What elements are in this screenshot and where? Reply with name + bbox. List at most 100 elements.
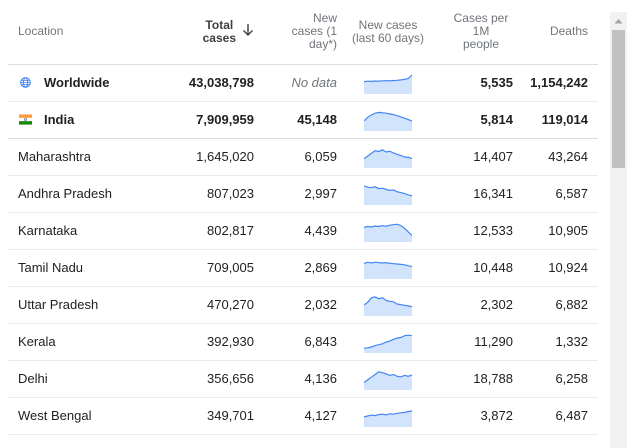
cell-new-cases: 2,869	[258, 249, 343, 287]
location-label: Andhra Pradesh	[18, 186, 112, 201]
cell-new-cases-value: 6,843	[304, 334, 337, 349]
cell-cases-per-million: 11,290	[433, 323, 513, 361]
scroll-up-arrow-icon[interactable]	[610, 12, 627, 29]
cell-deaths: 6,882	[513, 286, 598, 324]
cell-total-cases: 356,656	[173, 360, 258, 398]
cell-deaths-value: 43,264	[548, 149, 588, 164]
cell-new-cases: 45,148	[258, 101, 343, 139]
table-row[interactable]: Karnataka 802,817 4,439 12,533 10,905	[8, 212, 598, 250]
table-row[interactable]: West Bengal 349,701 4,127 3,872 6,487	[8, 397, 598, 435]
cell-new-cases-value: 45,148	[297, 112, 337, 127]
cell-new-cases-value: 4,127	[304, 408, 337, 423]
cell-total-cases: 1,645,020	[173, 138, 258, 176]
table-row[interactable]: India 7,909,959 45,148 5,814 119,014	[8, 101, 598, 139]
cell-new-cases: 2,032	[258, 286, 343, 324]
table-row[interactable]: Tamil Nadu 709,005 2,869 10,448 10,924	[8, 249, 598, 287]
cell-location: Tamil Nadu	[8, 249, 173, 287]
cell-new-cases: 4,136	[258, 360, 343, 398]
table-row[interactable]: Kerala 392,930 6,843 11,290 1,332	[8, 323, 598, 361]
location-label: West Bengal	[18, 408, 92, 423]
table-row[interactable]: Maharashtra 1,645,020 6,059 14,407 43,264	[8, 138, 598, 176]
header-deaths-label: Deaths	[549, 24, 588, 39]
cell-cases-per-million: 16,341	[433, 175, 513, 213]
cell-deaths-value: 119,014	[541, 112, 588, 127]
header-per-line2: 1M	[472, 24, 490, 39]
cell-cases-per-million-value: 2,302	[480, 297, 513, 312]
cell-trend-chart	[343, 323, 433, 361]
cell-deaths: 10,924	[513, 249, 598, 287]
cell-cases-per-million-value: 18,788	[473, 371, 513, 386]
cell-total-cases: 807,023	[173, 175, 258, 213]
cell-trend-chart	[343, 64, 433, 102]
sparkline-chart	[364, 223, 412, 242]
cell-deaths: 6,487	[513, 397, 598, 435]
cell-cases-per-million: 5,814	[433, 101, 513, 139]
cell-total-cases-value: 709,005	[207, 260, 254, 275]
cell-cases-per-million: 5,535	[433, 64, 513, 102]
cell-deaths: 119,014	[513, 101, 598, 139]
cell-cases-per-million-value: 12,533	[473, 223, 513, 238]
header-location[interactable]: Location	[8, 0, 173, 65]
cell-total-cases: 43,038,798	[173, 64, 258, 102]
cell-total-cases: 392,930	[173, 323, 258, 361]
cell-total-cases-value: 349,701	[207, 408, 254, 423]
cell-location: Worldwide	[8, 64, 173, 102]
sparkline-chart	[364, 370, 412, 390]
cell-trend-chart	[343, 397, 433, 435]
covid-stats-table-container: Location Total cases New ca	[8, 0, 598, 448]
sparkline-chart	[364, 295, 412, 316]
table-row[interactable]: Andhra Pradesh 807,023 2,997 16,341 6,587	[8, 175, 598, 213]
india-flag-icon	[18, 114, 44, 125]
cell-cases-per-million-value: 5,535	[480, 75, 513, 90]
cell-new-cases-value: 4,136	[304, 371, 337, 386]
header-total-line2: cases	[202, 30, 236, 45]
cell-deaths-value: 6,258	[555, 371, 588, 386]
cell-total-cases: 802,817	[173, 212, 258, 250]
header-total-cases[interactable]: Total cases	[173, 0, 258, 65]
cell-cases-per-million: 12,533	[433, 212, 513, 250]
header-per-line3: people	[462, 37, 500, 52]
sparkline-chart	[364, 184, 412, 205]
cell-new-cases-value: 2,997	[304, 186, 337, 201]
cell-location: Kerala	[8, 323, 173, 361]
cell-total-cases: 349,701	[173, 397, 258, 435]
table-body: Worldwide 43,038,798 No data 5,535 1,154,242…	[8, 64, 598, 435]
location-label: Uttar Pradesh	[18, 297, 99, 312]
cell-cases-per-million: 3,872	[433, 397, 513, 435]
header-chart-line2: (last 60 days)	[351, 30, 425, 45]
cell-new-cases: 4,439	[258, 212, 343, 250]
header-new-cases-chart: New cases (last 60 days)	[343, 0, 433, 65]
scrollbar-thumb[interactable]	[612, 30, 625, 168]
header-deaths[interactable]: Deaths	[513, 0, 598, 65]
cell-cases-per-million-value: 11,290	[474, 334, 513, 349]
cell-total-cases: 709,005	[173, 249, 258, 287]
cell-new-cases-value: No data	[291, 75, 337, 90]
vertical-scrollbar[interactable]	[610, 12, 627, 448]
cell-new-cases-value: 2,032	[304, 297, 337, 312]
cell-total-cases-value: 356,656	[207, 371, 254, 386]
cell-deaths: 43,264	[513, 138, 598, 176]
cell-new-cases: 4,127	[258, 397, 343, 435]
cell-deaths: 1,154,242	[513, 64, 598, 102]
cell-location: West Bengal	[8, 397, 173, 435]
cell-trend-chart	[343, 286, 433, 324]
table-row[interactable]: Uttar Pradesh 470,270 2,032 2,302 6,882	[8, 286, 598, 324]
covid-stats-table: Location Total cases New ca	[8, 0, 598, 435]
sparkline-chart	[364, 409, 412, 427]
cell-total-cases: 470,270	[173, 286, 258, 324]
header-cases-per-million[interactable]: Cases per 1M people	[433, 0, 513, 65]
globe-icon	[18, 77, 44, 88]
header-location-label: Location	[18, 24, 64, 39]
cell-location: Karnataka	[8, 212, 173, 250]
location-label: Maharashtra	[18, 149, 91, 164]
cell-deaths-value: 6,487	[555, 408, 588, 423]
cell-cases-per-million-value: 10,448	[473, 260, 513, 275]
cell-cases-per-million-value: 3,872	[480, 408, 513, 423]
cell-new-cases-value: 4,439	[304, 223, 337, 238]
cell-trend-chart	[343, 360, 433, 398]
header-new-cases[interactable]: New cases (1 day*)	[258, 0, 343, 65]
cell-location: India	[8, 101, 173, 139]
table-row[interactable]: Worldwide 43,038,798 No data 5,535 1,154,242	[8, 64, 598, 102]
cell-new-cases: No data	[258, 64, 343, 102]
table-row[interactable]: Delhi 356,656 4,136 18,788 6,258	[8, 360, 598, 398]
